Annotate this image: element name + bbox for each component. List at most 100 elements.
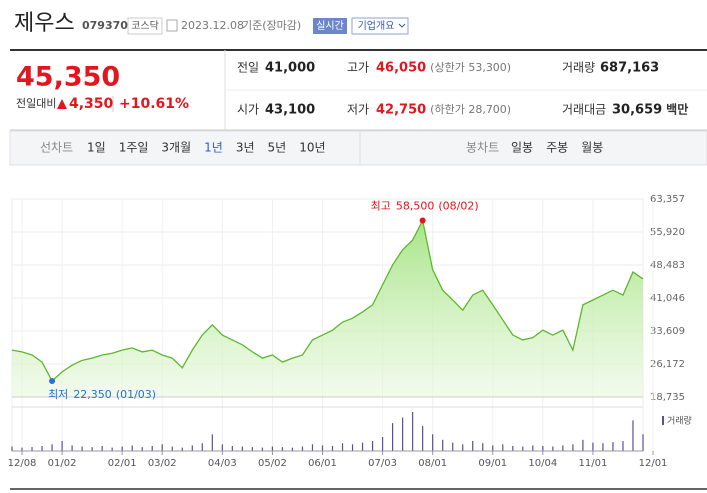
volume-bar [301,446,304,451]
rate: +10.61% [119,96,189,112]
volume-bar [41,445,43,451]
volume-bar [562,445,564,451]
x-tick-label: 01/02 [48,458,77,469]
period-tab[interactable]: 1년 [204,141,223,155]
volume-bar [412,412,414,451]
x-tick-label: 04/03 [208,458,237,469]
volume-bar [61,440,63,451]
volume-bar [271,446,274,451]
price: 45,350 [16,62,120,93]
dropdown-arrow [398,23,406,28]
y-tick-label: 63,357 [650,194,685,205]
realtime-button[interactable] [313,18,347,34]
max-value: 58,500 [396,200,435,213]
calendar-icon [166,19,178,32]
volume-bar [572,444,574,451]
volume-bar [622,440,624,451]
volume-legend-icon [662,416,664,425]
volume-bar [552,446,554,451]
volume-bar [231,445,233,451]
max-marker [419,217,426,224]
overview[interactable]: 기업개요 [358,19,395,32]
volume-bar [121,446,123,451]
volume-bar [502,444,504,451]
min-value: 22,350 [73,388,112,401]
y-tick-label: 55,920 [650,227,685,238]
x-tick-label: 05/02 [258,458,287,469]
tabs: 선차트 1일 1주일 3개월 1년 3년 5년 10년 봉차트 일봉 주봉 월봉 [40,141,603,155]
stat-note: (상한가 53,300) [430,61,511,74]
tab-label: 봉차트 [466,141,499,155]
period-tab[interactable]: 3개월 [161,141,191,155]
volume-bar [131,445,133,451]
volume-bar [542,445,544,451]
x-tick-label: 03/02 [148,458,177,469]
change: 4,350 [69,96,114,112]
stat-value: 42,750 [376,103,426,118]
stat-label: 저가 [347,103,369,117]
volume-bar [361,442,364,451]
plot-frame [11,198,644,452]
volume-bar [492,445,494,451]
period-tab[interactable]: 1주일 [119,141,149,155]
period-tab[interactable]: 10년 [299,141,325,155]
x-tick-label: 06/01 [308,458,337,469]
volume-bar [241,446,243,451]
period-tab[interactable]: 1일 [87,141,106,155]
overview-button[interactable] [351,17,409,35]
candle-tab[interactable]: 주봉 [546,141,568,155]
volume-bar [71,445,73,451]
volume-bar [462,444,464,451]
y-tick-label: 18,735 [650,392,685,403]
volume-bar [151,445,153,451]
volume-bar [602,443,604,451]
price-area [12,220,643,397]
volume-bar [101,445,103,451]
volume-bar [512,445,514,451]
volume-bar [291,447,294,451]
basis: 기준(장마감) [242,19,301,32]
volume-bar [472,440,474,451]
stock-code: 079370 [82,19,128,32]
volume-bar [432,434,434,451]
volume-bar [612,442,614,451]
market: 코스닥 [131,20,159,32]
stats: 전일 41,000 고가 46,050 (상한가 53,300) 거래량 687,163 시가… [237,61,688,118]
period-tab[interactable]: 5년 [268,141,287,155]
chart: 18,735 26,172 33,609 41,046 48,483 55,920 63,3… [8,194,692,469]
tab-bar [9,130,707,166]
stat-label: 전일 [237,61,259,75]
volume-bar [482,443,484,451]
candle-tab[interactable]: 월봉 [581,141,603,155]
realtime[interactable]: 실시간 [316,20,344,32]
volume-bar [532,445,534,451]
volume-bar [452,442,454,451]
market-badge [127,17,163,35]
x-tick-label: 02/01 [108,458,137,469]
min-label: 최저 [48,388,68,401]
volume-bar [171,446,173,451]
volume-bar [422,425,424,451]
volume-bar [221,444,223,451]
max-date: (08/02) [438,200,478,213]
y-tick-label: 26,172 [650,359,685,370]
volume-bar [251,447,253,451]
y-tick-label: 48,483 [650,260,685,271]
x-tick-label: 12/01 [639,458,668,469]
up-arrow [57,99,67,109]
y-tick-label: 33,609 [650,326,685,337]
volume-bar [21,447,23,451]
period-tab[interactable]: 3년 [236,141,255,155]
volume-bar [371,440,374,451]
min-date: (01/03) [116,388,156,401]
stat-value: 41,000 [265,61,315,76]
volume-bar [281,447,284,451]
volume-bar [81,446,83,451]
volume-bar [191,445,193,451]
volume-bar [31,447,33,451]
candle-tab[interactable]: 일봉 [511,141,533,155]
volume-bar [91,447,93,451]
